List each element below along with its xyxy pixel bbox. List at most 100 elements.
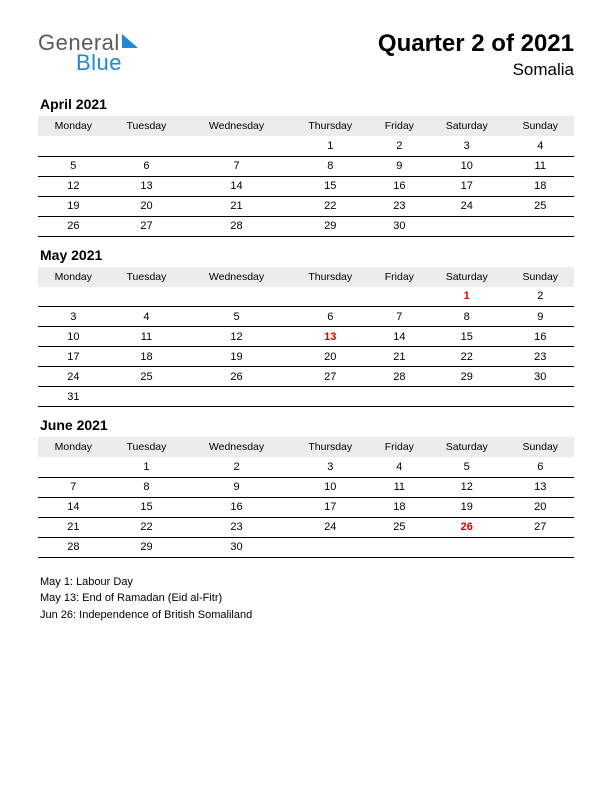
calendar-cell: 19 — [184, 347, 289, 367]
calendar-cell: 27 — [289, 367, 372, 387]
calendar-cell: 15 — [109, 497, 185, 517]
day-header: Saturday — [427, 437, 507, 457]
calendar-cell: 2 — [372, 136, 427, 156]
calendar-cell: 2 — [507, 287, 574, 307]
calendars-container: April 2021MondayTuesdayWednesdayThursday… — [38, 96, 574, 558]
calendar-cell: 28 — [184, 216, 289, 236]
calendar-cell: 9 — [184, 477, 289, 497]
calendar-cell: 26 — [427, 517, 507, 537]
calendar-cell: 25 — [507, 196, 574, 216]
calendar-row: 31 — [38, 387, 574, 407]
calendar-row: 123456 — [38, 457, 574, 477]
day-header: Thursday — [289, 437, 372, 457]
calendar-cell — [507, 387, 574, 407]
calendar-row: 3456789 — [38, 307, 574, 327]
calendar-cell: 5 — [38, 156, 109, 176]
calendar-cell: 3 — [38, 307, 109, 327]
calendar-cell: 13 — [507, 477, 574, 497]
calendar-row: 567891011 — [38, 156, 574, 176]
calendar-cell — [109, 387, 185, 407]
calendar-cell: 28 — [38, 537, 109, 557]
logo-triangle-icon — [122, 34, 138, 48]
holiday-entry: May 13: End of Ramadan (Eid al-Fitr) — [40, 590, 574, 607]
month-title: May 2021 — [40, 247, 574, 263]
logo-text-blue: Blue — [76, 50, 138, 76]
day-header: Tuesday — [109, 267, 185, 287]
calendar-cell: 14 — [372, 327, 427, 347]
calendar-row: 14151617181920 — [38, 497, 574, 517]
calendar-cell: 7 — [372, 307, 427, 327]
calendar-cell: 9 — [507, 307, 574, 327]
calendar-cell: 18 — [507, 176, 574, 196]
logo: General Blue — [38, 30, 138, 76]
month-title: June 2021 — [40, 417, 574, 433]
calendar-cell — [507, 537, 574, 557]
calendar-cell: 15 — [289, 176, 372, 196]
calendar-cell: 2 — [184, 457, 289, 477]
holiday-entry: May 1: Labour Day — [40, 574, 574, 591]
day-header: Thursday — [289, 267, 372, 287]
calendar-cell: 3 — [289, 457, 372, 477]
calendar-cell — [38, 457, 109, 477]
calendar-cell: 24 — [289, 517, 372, 537]
calendar-cell — [289, 287, 372, 307]
calendar-table: MondayTuesdayWednesdayThursdayFridaySatu… — [38, 437, 574, 558]
day-header: Friday — [372, 437, 427, 457]
calendar-row: 21222324252627 — [38, 517, 574, 537]
calendar-cell: 23 — [184, 517, 289, 537]
calendar-cell: 21 — [184, 196, 289, 216]
calendar-row: 12131415161718 — [38, 176, 574, 196]
day-header: Monday — [38, 116, 109, 136]
calendar-cell: 13 — [109, 176, 185, 196]
calendar-cell: 18 — [372, 497, 427, 517]
calendar-cell: 21 — [38, 517, 109, 537]
calendar-cell: 26 — [184, 367, 289, 387]
calendar-cell: 29 — [289, 216, 372, 236]
calendar-table: MondayTuesdayWednesdayThursdayFridaySatu… — [38, 267, 574, 408]
month-block: May 2021 MondayTuesdayWednesdayThursdayFr… — [38, 247, 574, 408]
calendar-row: 24252627282930 — [38, 367, 574, 387]
calendar-cell: 11 — [372, 477, 427, 497]
month-block: April 2021 MondayTuesdayWednesdayThursday… — [38, 96, 574, 237]
calendar-cell: 20 — [507, 497, 574, 517]
day-header: Wednesday — [184, 437, 289, 457]
header: General Blue Quarter 2 of 2021 Somalia — [38, 30, 574, 80]
calendar-cell: 10 — [289, 477, 372, 497]
day-header: Sunday — [507, 116, 574, 136]
calendar-cell: 23 — [372, 196, 427, 216]
calendar-cell: 30 — [372, 216, 427, 236]
calendar-cell: 29 — [427, 367, 507, 387]
calendar-row: 12 — [38, 287, 574, 307]
calendar-cell: 12 — [184, 327, 289, 347]
page-subtitle: Somalia — [378, 60, 574, 80]
calendar-cell: 4 — [507, 136, 574, 156]
calendar-cell: 16 — [507, 327, 574, 347]
calendar-cell — [38, 136, 109, 156]
calendar-cell: 24 — [38, 367, 109, 387]
calendar-cell: 15 — [427, 327, 507, 347]
calendar-cell: 4 — [372, 457, 427, 477]
calendar-cell: 24 — [427, 196, 507, 216]
calendar-table: MondayTuesdayWednesdayThursdayFridaySatu… — [38, 116, 574, 237]
calendar-cell — [184, 387, 289, 407]
day-header: Thursday — [289, 116, 372, 136]
calendar-cell: 25 — [109, 367, 185, 387]
calendar-cell — [427, 387, 507, 407]
month-title: April 2021 — [40, 96, 574, 112]
calendar-cell — [372, 387, 427, 407]
calendar-cell: 11 — [109, 327, 185, 347]
calendar-cell: 28 — [372, 367, 427, 387]
calendar-cell: 8 — [427, 307, 507, 327]
calendar-cell: 3 — [427, 136, 507, 156]
calendar-cell: 16 — [184, 497, 289, 517]
calendar-cell: 30 — [507, 367, 574, 387]
calendar-cell: 17 — [38, 347, 109, 367]
calendar-cell: 7 — [38, 477, 109, 497]
calendar-cell: 1 — [289, 136, 372, 156]
calendar-cell: 4 — [109, 307, 185, 327]
calendar-cell — [427, 216, 507, 236]
calendar-cell: 13 — [289, 327, 372, 347]
calendar-cell — [109, 136, 185, 156]
calendar-cell: 6 — [289, 307, 372, 327]
holiday-list: May 1: Labour DayMay 13: End of Ramadan … — [40, 574, 574, 624]
